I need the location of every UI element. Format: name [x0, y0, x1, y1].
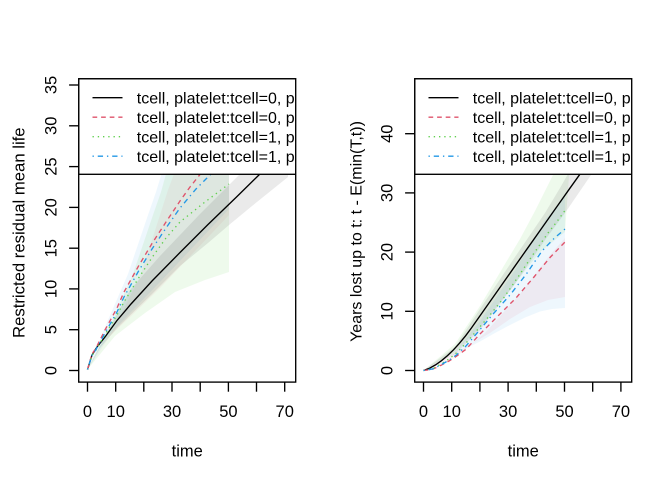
svg-text:Restricted residual mean life: Restricted residual mean life — [10, 127, 29, 338]
svg-text:5: 5 — [42, 325, 60, 334]
svg-text:time: time — [172, 443, 203, 461]
svg-text:20: 20 — [378, 243, 396, 261]
svg-text:Years lost up to t: t - E(min(: Years lost up to t: t - E(min(T,t)) — [349, 121, 366, 342]
svg-text:15: 15 — [42, 239, 60, 257]
svg-text:10: 10 — [378, 302, 396, 320]
svg-text:10: 10 — [107, 403, 125, 421]
svg-text:tcell, platelet:tcell=1, plate: tcell, platelet:tcell=1, platelet=0 — [473, 130, 672, 147]
svg-text:tcell, platelet:tcell=0, plate: tcell, platelet:tcell=0, platelet=0 — [137, 91, 356, 108]
svg-text:70: 70 — [276, 403, 294, 421]
svg-text:25: 25 — [42, 157, 60, 175]
svg-text:tcell, platelet:tcell=0, plate: tcell, platelet:tcell=0, platelet=1 — [473, 110, 672, 127]
svg-text:0: 0 — [83, 403, 92, 421]
svg-text:tcell, platelet:tcell=1, plate: tcell, platelet:tcell=1, platelet=0 — [137, 130, 356, 147]
svg-text:time: time — [508, 443, 539, 461]
svg-text:10: 10 — [42, 280, 60, 298]
svg-text:30: 30 — [378, 184, 396, 202]
svg-text:30: 30 — [163, 403, 181, 421]
svg-text:tcell, platelet:tcell=1, plate: tcell, platelet:tcell=1, platelet=1 — [137, 149, 356, 166]
svg-text:35: 35 — [42, 76, 60, 94]
svg-text:20: 20 — [42, 198, 60, 216]
svg-text:0: 0 — [42, 366, 60, 375]
svg-text:40: 40 — [378, 125, 396, 143]
svg-text:0: 0 — [378, 366, 396, 375]
svg-text:30: 30 — [499, 403, 517, 421]
svg-text:0: 0 — [419, 403, 428, 421]
svg-text:30: 30 — [42, 117, 60, 135]
svg-text:70: 70 — [612, 403, 630, 421]
svg-text:50: 50 — [219, 403, 237, 421]
svg-text:50: 50 — [555, 403, 573, 421]
svg-text:tcell, platelet:tcell=0, plate: tcell, platelet:tcell=0, platelet=1 — [137, 110, 356, 127]
svg-text:tcell, platelet:tcell=1, plate: tcell, platelet:tcell=1, platelet=1 — [473, 149, 672, 166]
svg-text:10: 10 — [443, 403, 461, 421]
svg-text:tcell, platelet:tcell=0, plate: tcell, platelet:tcell=0, platelet=0 — [473, 91, 672, 108]
